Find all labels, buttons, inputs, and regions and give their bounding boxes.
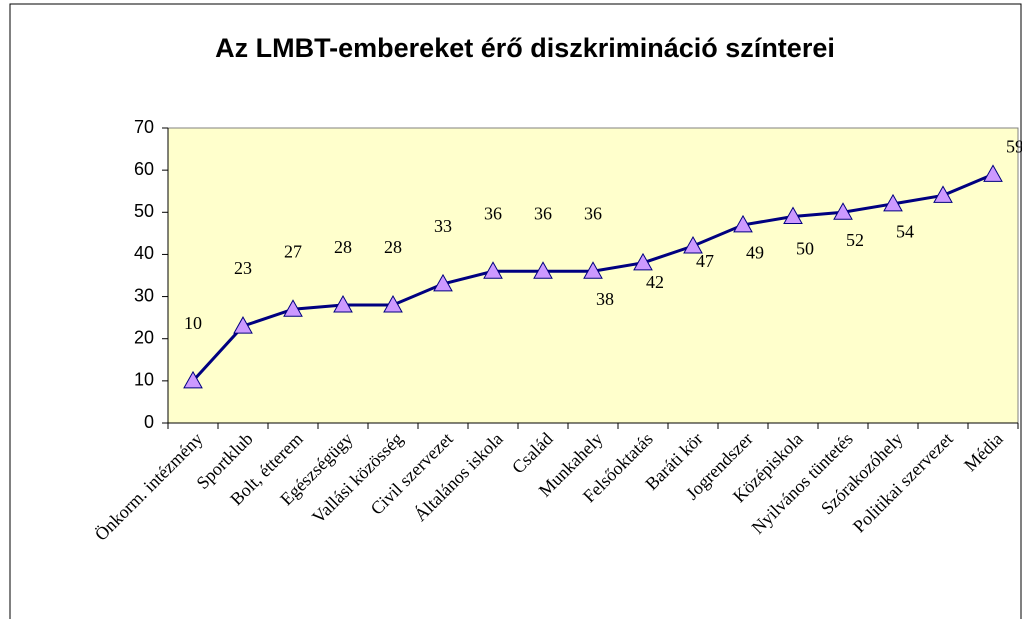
data-label: 42 (646, 272, 664, 292)
data-label: 49 (746, 243, 764, 263)
data-label: 23 (234, 258, 252, 278)
data-label: 28 (384, 237, 402, 257)
y-tick-label: 20 (134, 327, 154, 347)
data-label: 28 (334, 237, 352, 257)
marker (233, 316, 253, 334)
data-label: 52 (846, 230, 864, 250)
marker (883, 193, 903, 212)
data-label: 33 (434, 216, 452, 236)
data-label: 36 (584, 203, 602, 223)
chart-title: Az LMBT-embereket érő diszkrimináció szí… (215, 33, 835, 63)
marker (483, 261, 503, 279)
data-label: 10 (184, 313, 202, 333)
data-label: 59 (1006, 136, 1022, 156)
marker (383, 294, 403, 313)
data-label: 38 (596, 289, 614, 309)
data-label: 27 (284, 241, 302, 261)
data-label: 36 (534, 203, 552, 223)
marker (833, 202, 853, 220)
y-tick-label: 40 (134, 243, 154, 263)
marker (283, 299, 303, 317)
marker (583, 261, 603, 279)
y-tick-label: 30 (134, 285, 154, 305)
y-tick-label: 10 (134, 370, 154, 390)
data-label: 36 (484, 203, 502, 223)
marker (933, 185, 953, 203)
y-tick-label: 60 (134, 159, 154, 179)
marker (533, 261, 553, 279)
data-label: 54 (896, 222, 914, 242)
data-label: 47 (696, 251, 714, 271)
marker (683, 235, 703, 254)
y-tick-label: 50 (134, 201, 154, 221)
marker (783, 206, 803, 224)
y-tick-label: 0 (144, 412, 154, 432)
marker (183, 370, 203, 389)
marker (333, 294, 353, 313)
marker (733, 214, 753, 233)
marker (633, 252, 653, 271)
data-label: 50 (796, 238, 814, 258)
marker (433, 273, 453, 292)
marker (983, 164, 1003, 182)
y-tick-label: 70 (134, 117, 154, 137)
